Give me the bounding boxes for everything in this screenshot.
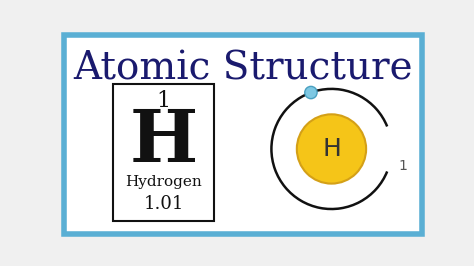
Bar — [113, 84, 214, 221]
Text: H: H — [322, 137, 341, 161]
Text: 1: 1 — [399, 159, 407, 173]
FancyBboxPatch shape — [64, 35, 422, 234]
Text: Atomic Structure: Atomic Structure — [73, 50, 413, 87]
Circle shape — [297, 114, 366, 184]
Text: Hydrogen: Hydrogen — [125, 175, 202, 189]
Text: 1: 1 — [156, 90, 171, 112]
Text: H: H — [129, 106, 198, 177]
Circle shape — [305, 86, 317, 99]
Text: 1.01: 1.01 — [144, 195, 184, 213]
